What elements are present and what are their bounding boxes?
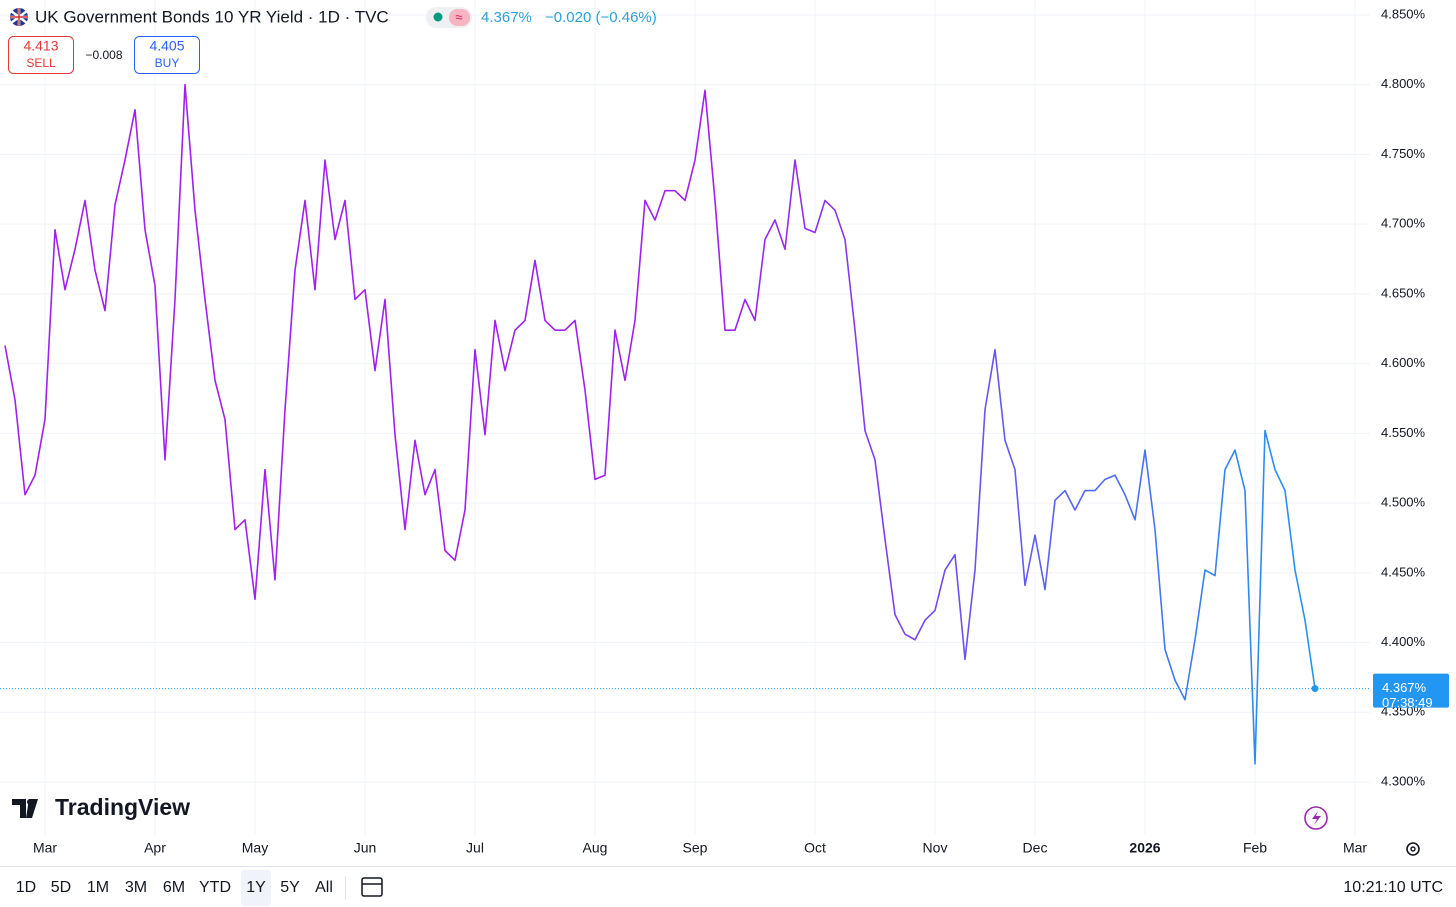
toolbar: 10:21:10 UTC 1D 5D 1M 3M 6M YTD 1Y 5Y All: [16, 870, 1443, 906]
range-button[interactable]: 5Y: [280, 879, 300, 896]
y-tick-label: 4.700%: [1381, 216, 1426, 231]
delay-icon: ≈: [455, 9, 462, 24]
x-tick-label: May: [242, 840, 268, 856]
sell-price: 4.413: [23, 38, 58, 54]
y-tick-label: 4.600%: [1381, 355, 1426, 370]
x-tick-label: 2026: [1129, 840, 1160, 856]
y-tick-label: 4.850%: [1381, 6, 1426, 21]
x-tick-label: Jul: [466, 840, 484, 856]
x-tick-label: Sep: [683, 840, 708, 856]
x-tick-label: Oct: [804, 840, 826, 856]
price-change: −0.020 (−0.46%): [545, 9, 657, 26]
y-tick-label: 4.800%: [1381, 76, 1426, 91]
symbol-title: UK Government Bonds 10 YR Yield · 1D · T…: [35, 7, 389, 26]
last-price-dot: [1311, 685, 1319, 693]
buy-label: BUY: [155, 56, 180, 70]
range-button[interactable]: 1M: [87, 879, 109, 896]
plot: [0, 83, 1370, 765]
sell-label: SELL: [26, 56, 56, 70]
range-active: [241, 870, 271, 906]
lightning-icon: [1312, 811, 1321, 825]
x-tick-label: Apr: [144, 840, 166, 856]
x-tick-label: Feb: [1243, 840, 1267, 856]
logo: TradingView: [12, 794, 190, 820]
buy-price: 4.405: [149, 38, 184, 54]
spread: −0.008: [85, 48, 122, 62]
countdown: 07:38:49: [1382, 695, 1433, 710]
range-button[interactable]: 6M: [163, 879, 185, 896]
x-tick-label: Jun: [354, 840, 377, 856]
range-button[interactable]: 1Y: [246, 879, 266, 896]
y-tick-label: 4.400%: [1381, 634, 1426, 649]
y-tick-label: 4.650%: [1381, 285, 1426, 300]
x-tick-label: Mar: [33, 840, 57, 856]
range-button[interactable]: 1D: [16, 879, 36, 896]
price-line: [4, 83, 1316, 765]
settings-icon: [1410, 846, 1416, 852]
flag-cross-red: [10, 8, 28, 26]
x-tick-label: Mar: [1343, 840, 1367, 856]
x-tick-label: Nov: [923, 840, 948, 856]
header: UK Government Bonds 10 YR Yield · 1D · T…: [8, 7, 657, 74]
last-price: 4.367%: [481, 9, 532, 26]
logo-dot: [27, 799, 33, 805]
y-tick-label: 4.550%: [1381, 425, 1426, 440]
y-tick-label: 4.500%: [1381, 495, 1426, 510]
range-button[interactable]: 5D: [51, 879, 71, 896]
lightning-button[interactable]: [1304, 806, 1328, 830]
range-button[interactable]: 3M: [125, 879, 147, 896]
y-tick-label: 4.300%: [1381, 773, 1426, 788]
range-button[interactable]: YTD: [199, 879, 231, 896]
logo-text: TradingView: [55, 794, 190, 820]
grid: [0, 0, 1370, 835]
last-price-label: 4.367%: [1382, 680, 1427, 695]
y-tick-label: 4.750%: [1381, 146, 1426, 161]
settings-button[interactable]: [1406, 842, 1420, 856]
range-button[interactable]: All: [315, 879, 333, 896]
clock: 10:21:10 UTC: [1343, 879, 1443, 896]
date-range-button[interactable]: [361, 877, 383, 897]
y-tick-label: 4.450%: [1381, 564, 1426, 579]
market-dot: [433, 12, 443, 22]
x-tick-label: Aug: [583, 840, 608, 856]
logo-mark: [12, 799, 38, 818]
delay-badge: [449, 9, 470, 26]
x-tick-label: Dec: [1023, 840, 1048, 856]
sell-button[interactable]: [8, 36, 74, 74]
buy-button[interactable]: [134, 36, 200, 74]
last-price-badge: [1373, 673, 1449, 708]
